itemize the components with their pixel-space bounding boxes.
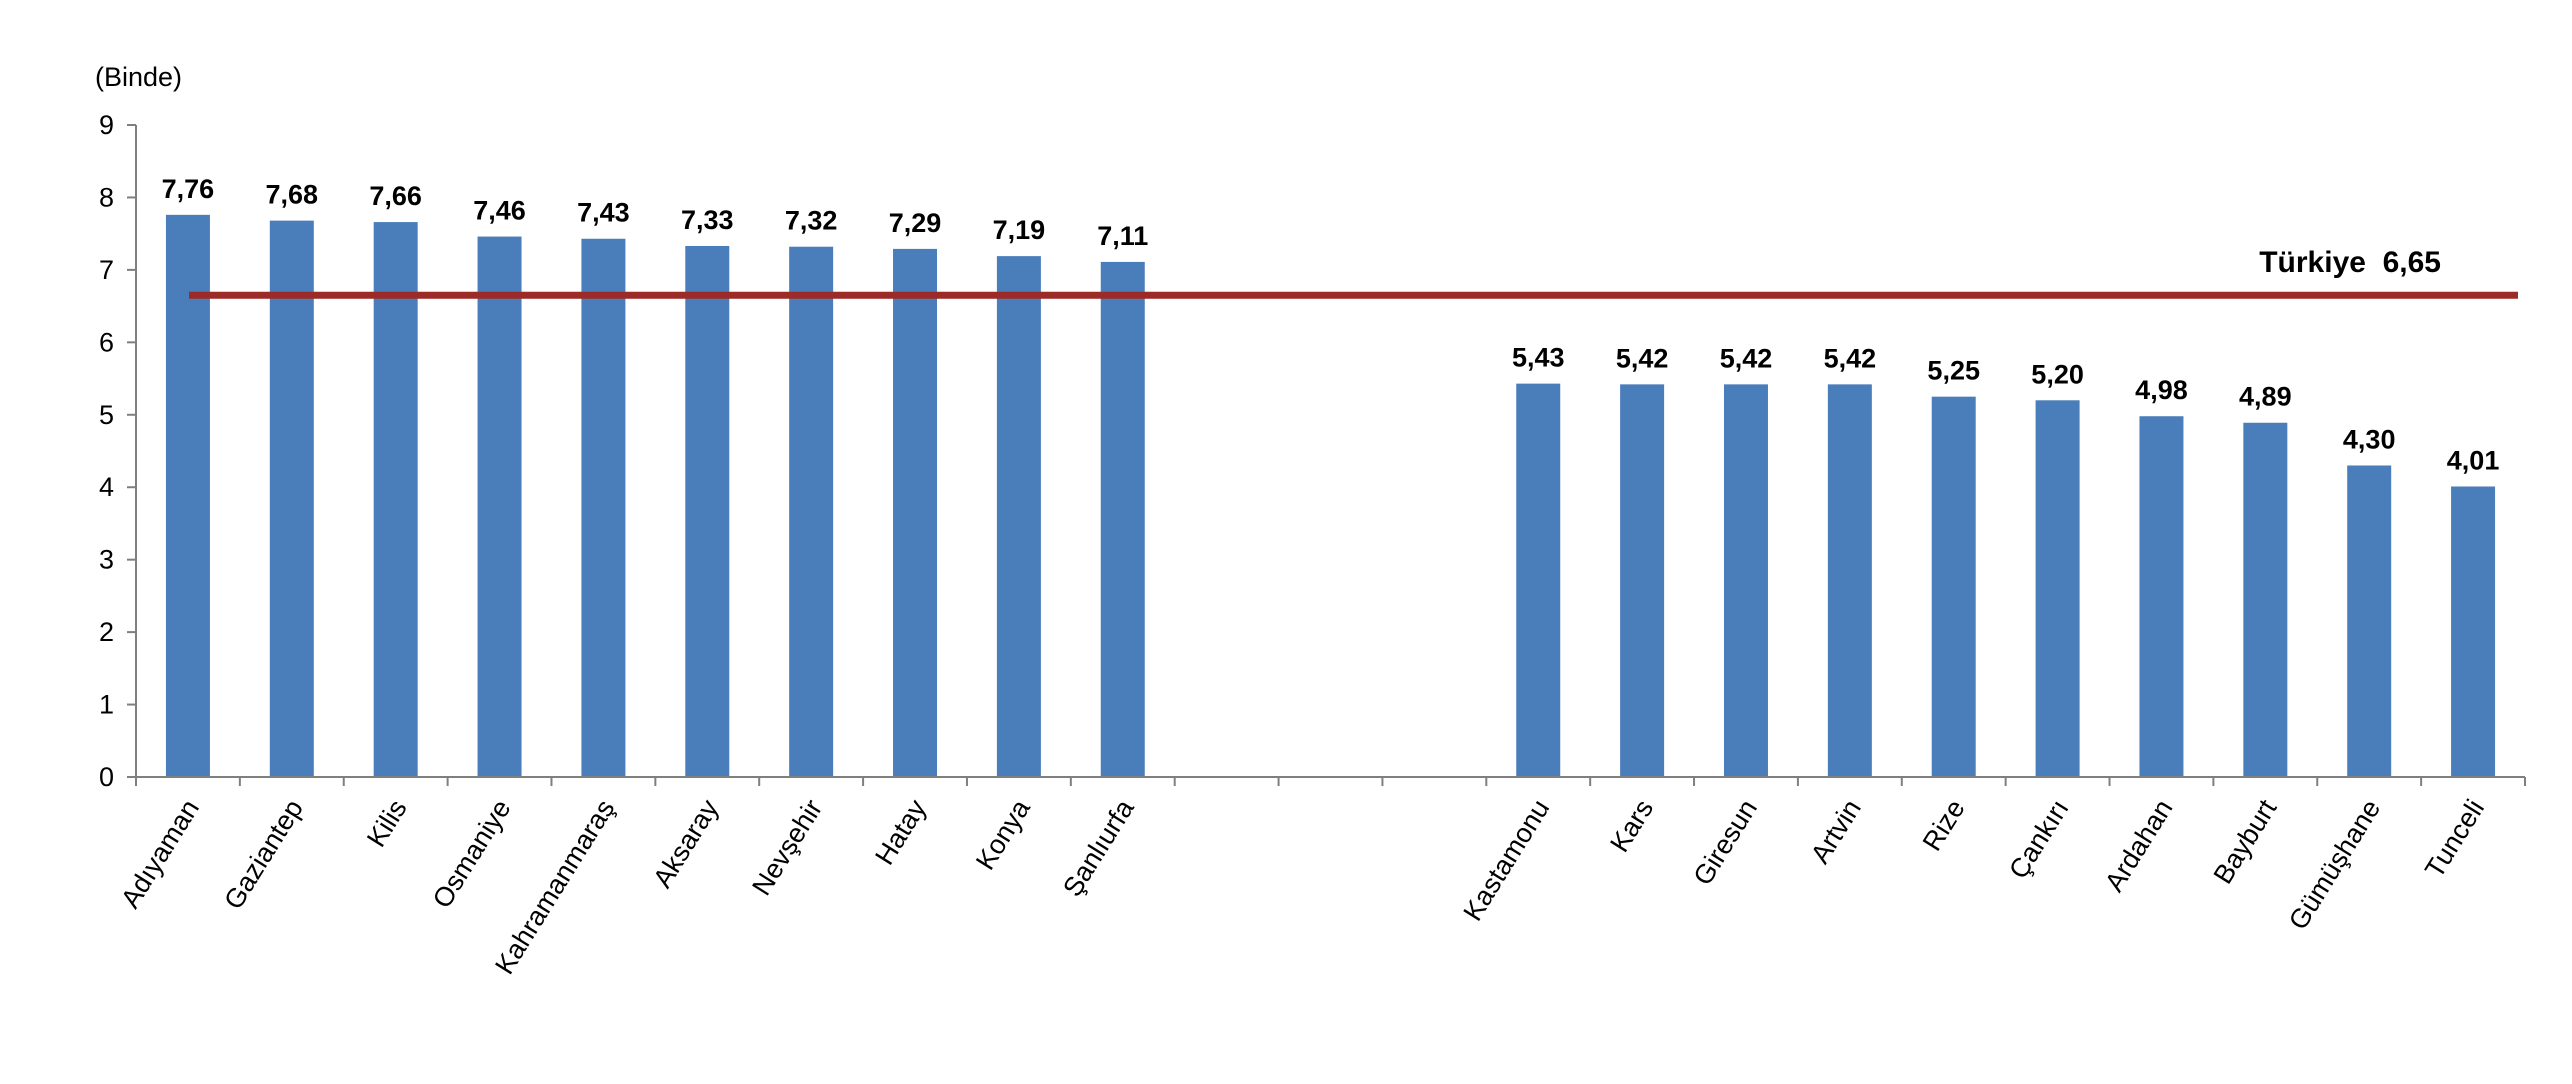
data-label: 7,11: [1097, 221, 1148, 251]
bars: [165, 214, 2496, 778]
y-tick-label: 0: [99, 762, 114, 792]
y-tick-label: 2: [99, 617, 114, 647]
bar: [996, 256, 1041, 777]
data-label: 7,66: [369, 181, 422, 211]
data-label: 4,30: [2343, 424, 2396, 454]
bar: [2451, 486, 2496, 777]
bar: [1723, 384, 1768, 777]
category-label: Adıyaman: [115, 794, 205, 913]
bar: [789, 246, 834, 777]
category-label: Tunceli: [2419, 794, 2490, 883]
x-axis: [135, 776, 2526, 786]
category-label: Kastamonu: [1458, 794, 1556, 926]
reference-line-label: Türkiye 6,65: [2259, 246, 2441, 279]
category-label: Ardahan: [2099, 794, 2179, 896]
data-label: 7,43: [577, 198, 630, 228]
data-label: 7,33: [681, 205, 734, 235]
y-tick-label: 9: [99, 110, 114, 140]
bar: [165, 214, 210, 777]
category-label: Gümüşhane: [2283, 794, 2386, 935]
bar: [1516, 383, 1561, 777]
data-label: 7,19: [993, 215, 1046, 245]
bar: [1931, 396, 1976, 777]
category-label: Kars: [1604, 794, 1659, 857]
bar: [269, 220, 314, 778]
category-label: Bayburt: [2208, 794, 2283, 889]
data-labels: 7,76 7,68 7,66 7,46 7,43 7,33 7,32 7,29 7,19 7,11…: [162, 174, 2500, 476]
y-tick-label: 7: [99, 255, 114, 285]
bar: [1620, 384, 1665, 777]
bar: [2347, 465, 2392, 777]
bar: [893, 248, 938, 777]
category-label: Nevşehir: [746, 794, 828, 900]
bar: [1827, 384, 1872, 777]
data-label: 4,98: [2135, 375, 2188, 405]
category-label: Aksaray: [647, 794, 724, 893]
category-label: Şanlıurfa: [1057, 793, 1140, 901]
data-label: 7,76: [162, 174, 215, 204]
data-label: 5,43: [1512, 343, 1565, 373]
data-label: 7,68: [266, 180, 319, 210]
bar: [1100, 261, 1145, 777]
data-label: 7,46: [473, 196, 526, 226]
category-label: Artvin: [1805, 794, 1867, 868]
y-tick-label: 5: [99, 400, 114, 430]
category-label: Osmaniye: [427, 794, 517, 913]
bar: [2243, 422, 2288, 777]
bar: [2035, 400, 2080, 777]
data-label: 7,29: [889, 208, 942, 238]
unit-label: (Binde): [95, 62, 182, 92]
reference-line-group: Türkiye 6,65: [189, 246, 2518, 299]
data-label: 5,25: [1927, 356, 1980, 386]
data-label: 5,20: [2031, 359, 2084, 389]
y-tick-label: 1: [99, 690, 114, 720]
category-label: Konya: [970, 793, 1037, 875]
data-label: 5,42: [1616, 343, 1669, 373]
category-label: Çankırı: [2003, 794, 2075, 884]
y-tick-label: 6: [99, 327, 114, 357]
y-tick-label: 3: [99, 545, 114, 575]
bar: [2139, 416, 2184, 777]
y-tick-label: 4: [99, 472, 114, 502]
data-label: 4,89: [2239, 382, 2292, 412]
y-axis: 0 1 2 3 4 5 6 7 8 9: [99, 110, 137, 792]
bar: [477, 236, 522, 777]
bar: [685, 245, 730, 777]
category-label: Rize: [1917, 794, 1971, 856]
category-label: Gaziantep: [218, 794, 309, 914]
category-label: Hatay: [869, 794, 932, 870]
data-label: 4,01: [2447, 445, 2500, 475]
data-label: 5,42: [1824, 343, 1877, 373]
category-label: Kilis: [361, 794, 413, 852]
data-label: 5,42: [1720, 343, 1773, 373]
category-labels: Adıyaman Gaziantep Kilis OsmaniyeKahramanma…: [115, 793, 2490, 979]
data-label: 7,32: [785, 206, 838, 236]
bar: [581, 238, 626, 777]
bar: [373, 222, 418, 777]
category-label: Giresun: [1688, 794, 1764, 890]
y-tick-label: 8: [99, 182, 114, 212]
